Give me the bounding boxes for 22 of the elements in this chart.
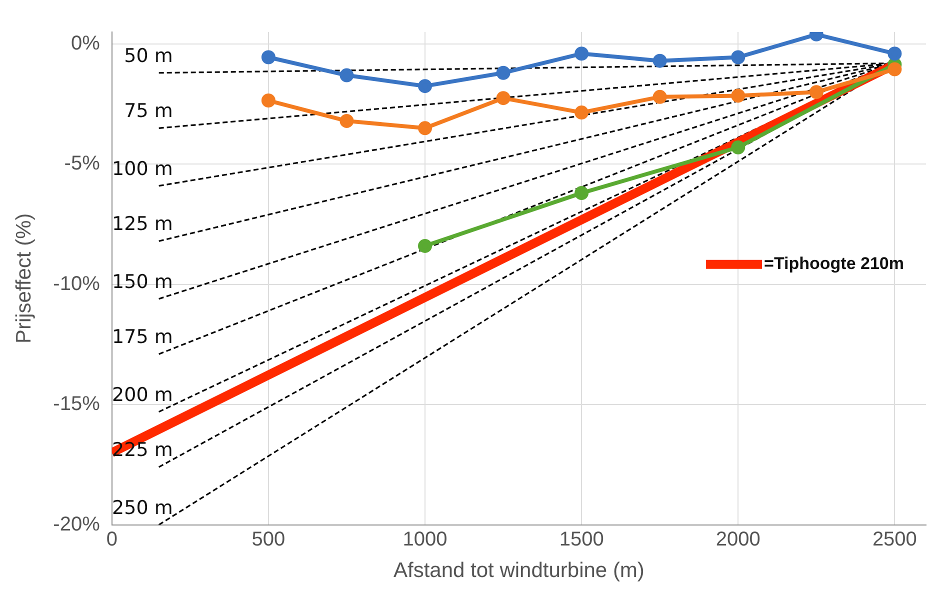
y-tick-label: -20% (53, 513, 100, 536)
x-tick-label: 2000 (716, 528, 760, 550)
series-label: 50 m (124, 44, 173, 67)
series-label: 175 m (112, 326, 173, 348)
series-label: 250 m (112, 496, 173, 519)
x-axis-title: Afstand tot windturbine (m) (393, 559, 644, 582)
y-tick-label: -10% (53, 272, 100, 295)
x-tick-label: 0 (106, 528, 118, 550)
series-label: 150 m (112, 270, 173, 293)
x-tick-label: 2500 (872, 528, 917, 550)
series-label: 75 m (124, 100, 173, 122)
y-axis-title: Prijseffect (%) (12, 213, 36, 344)
series-label: 125 m (112, 213, 173, 236)
x-tick-label: 1000 (402, 528, 448, 550)
y-tick-label: 0% (70, 32, 100, 55)
x-tick-label: 1500 (559, 528, 604, 550)
x-tick-label: 500 (252, 528, 286, 550)
y-tick-label: -15% (53, 393, 100, 416)
y-tick-label: -5% (64, 152, 100, 175)
legend-label: =Tiphoogte 210m (764, 254, 904, 274)
series-label: 200 m (112, 384, 173, 406)
series-label: 100 m (112, 158, 173, 180)
